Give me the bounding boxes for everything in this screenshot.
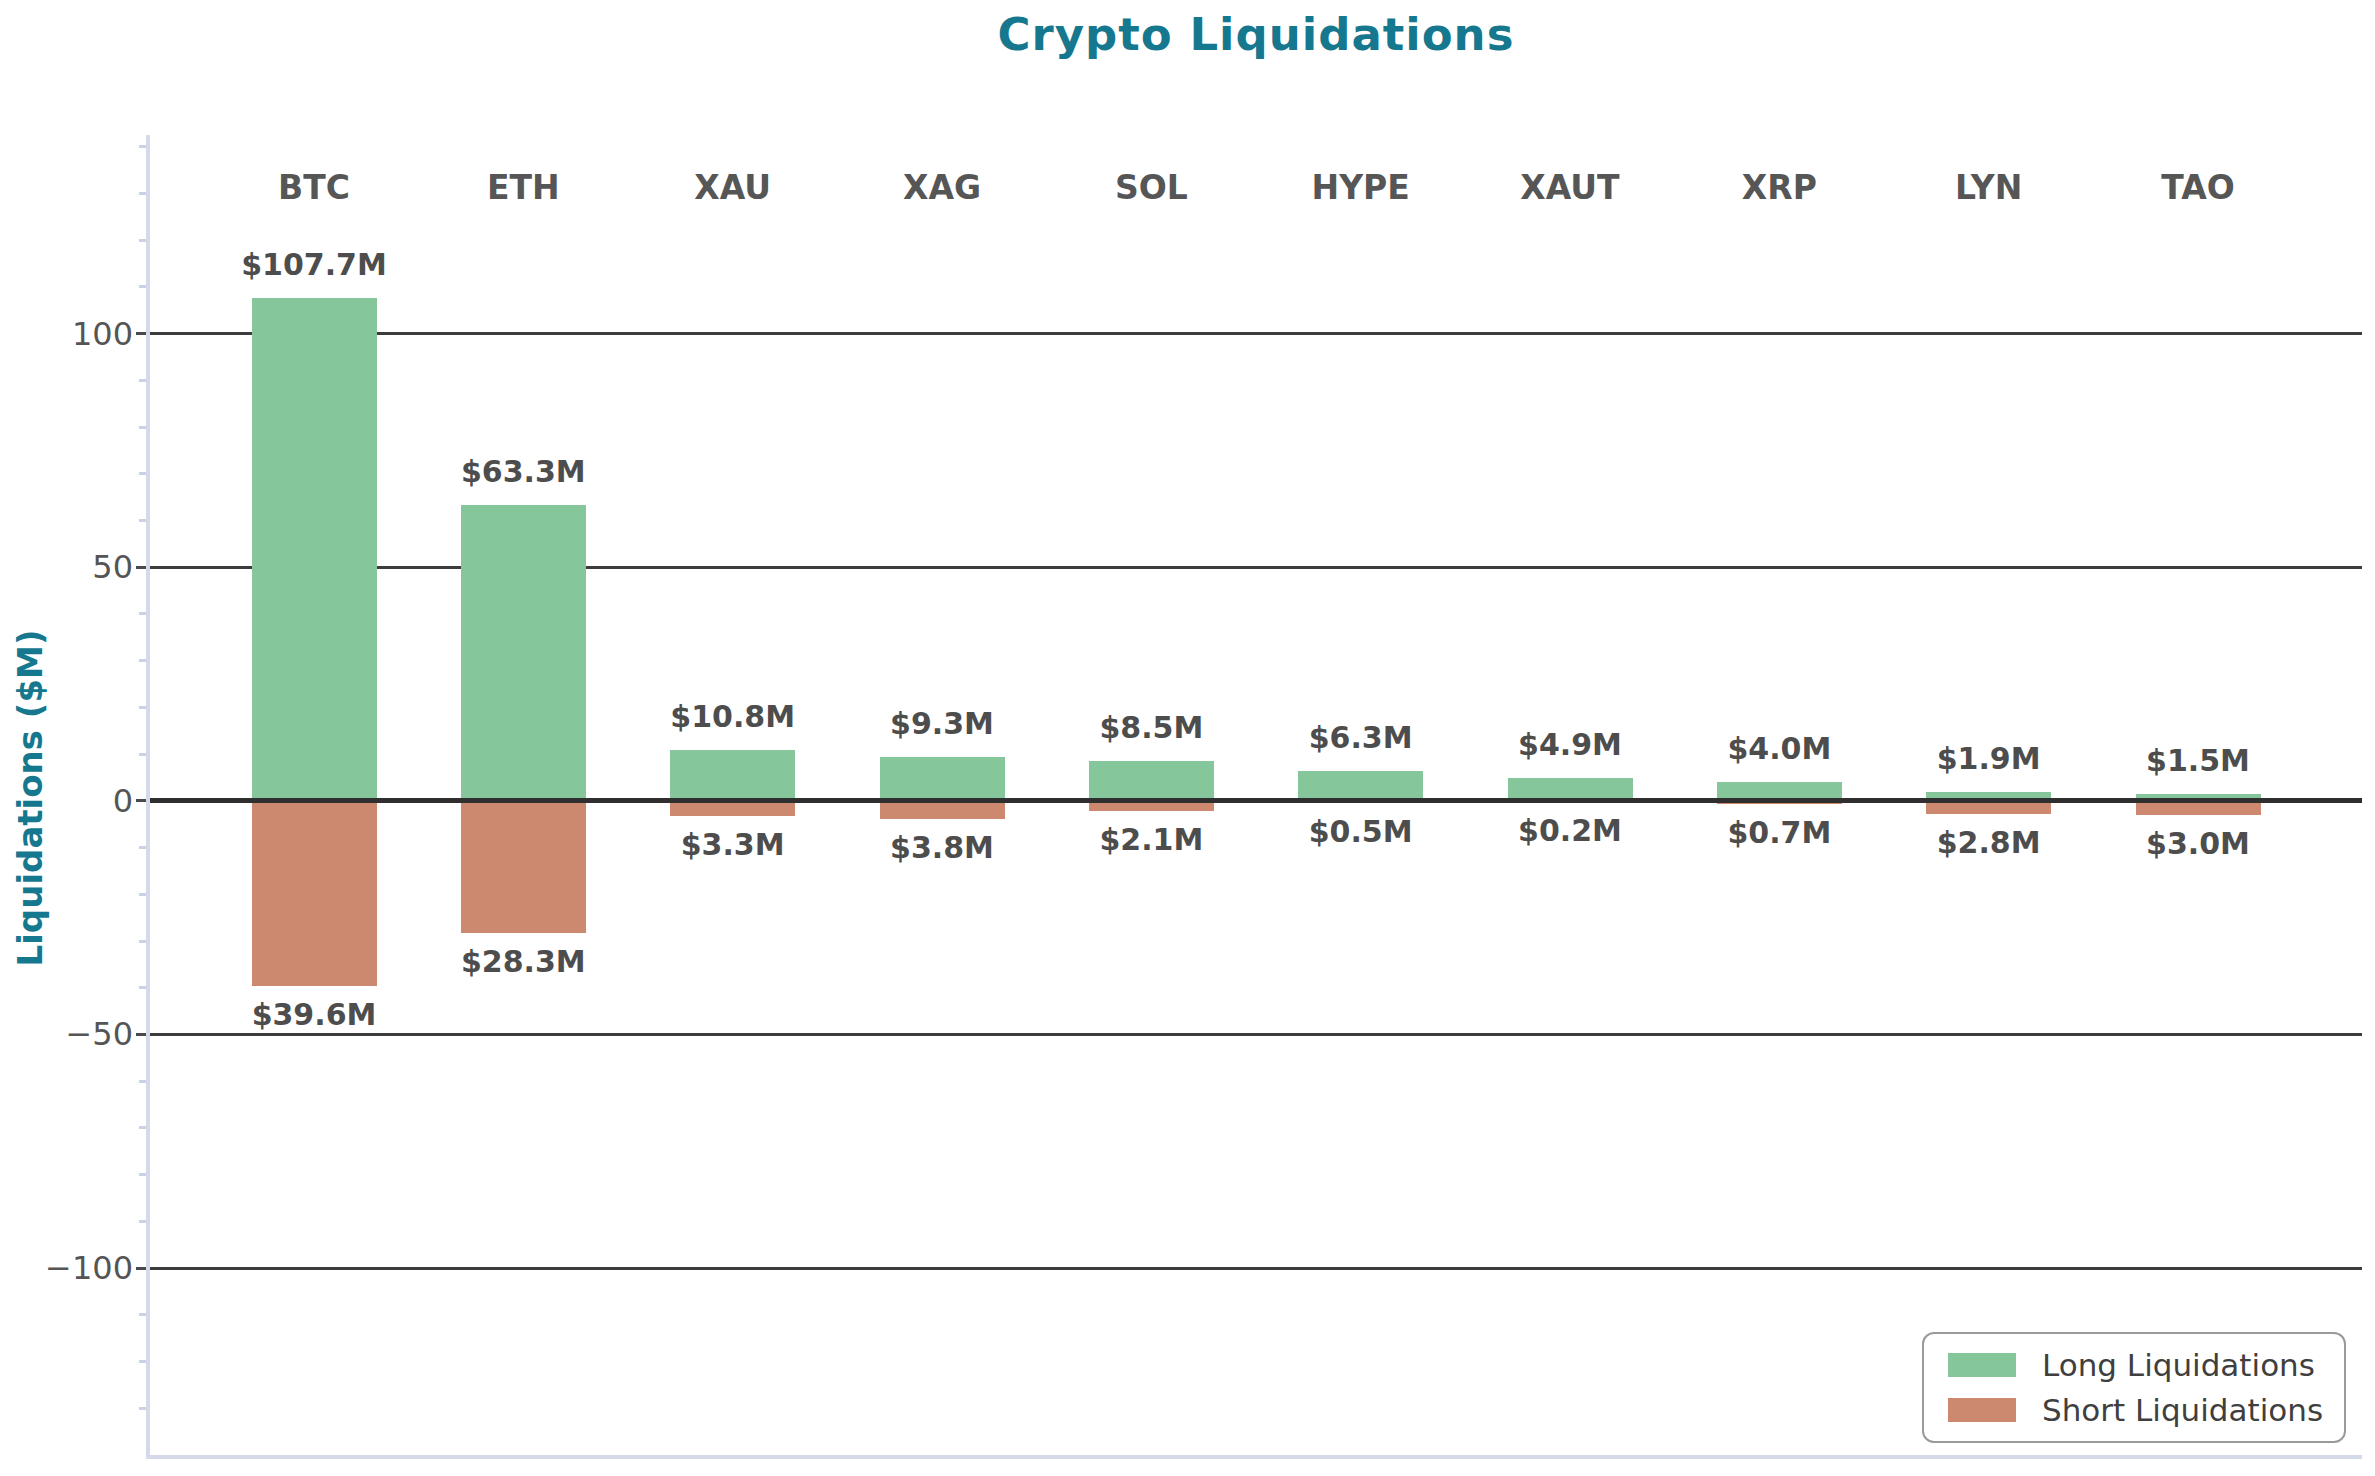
plot-area: 100500−50−100BTC$107.7M$39.6METH$63.3M$2… [150, 135, 2362, 1455]
y-minor-tick-mark [139, 986, 146, 989]
y-minor-tick-mark [139, 426, 146, 429]
category-label: XAG [837, 167, 1047, 209]
x-axis-spine [146, 1455, 2362, 1459]
long-value-label: $63.3M [418, 453, 628, 491]
y-minor-tick-mark [139, 659, 146, 662]
y-minor-tick-mark [139, 1080, 146, 1083]
y-tick-label: 100 [0, 315, 133, 353]
short-bar [252, 801, 377, 986]
category-label: XAU [628, 167, 838, 209]
short-bar [880, 801, 1005, 819]
y-tick-label: −100 [0, 1249, 133, 1287]
y-minor-tick-mark [139, 145, 146, 148]
long-bar [1298, 771, 1423, 800]
gridline [150, 332, 2362, 335]
y-minor-tick-mark [139, 472, 146, 475]
long-liquidations-swatch [1948, 1353, 2016, 1377]
y-minor-tick-mark [139, 753, 146, 756]
short-value-label: $3.0M [2093, 825, 2303, 863]
y-minor-tick-mark [139, 1407, 146, 1410]
y-minor-tick-mark [139, 192, 146, 195]
short-value-label: $3.8M [837, 829, 1047, 867]
short-value-label: $0.5M [1256, 813, 1466, 851]
legend: Long Liquidations Short Liquidations [1922, 1332, 2346, 1443]
category-label: HYPE [1256, 167, 1466, 209]
short-value-label: $39.6M [209, 996, 419, 1034]
y-minor-tick-mark [139, 1173, 146, 1176]
zero-axis-line [150, 798, 2362, 803]
y-minor-tick-mark [139, 1126, 146, 1129]
category-label: ETH [418, 167, 628, 209]
long-value-label: $4.0M [1674, 730, 1884, 768]
y-minor-tick-mark [139, 893, 146, 896]
legend-item-long: Long Liquidations [1948, 1347, 2344, 1383]
y-tick-mark [136, 566, 146, 569]
legend-label-short: Short Liquidations [2042, 1392, 2323, 1428]
long-value-label: $1.5M [2093, 742, 2303, 780]
y-minor-tick-mark [139, 940, 146, 943]
y-minor-tick-mark [139, 519, 146, 522]
gridline [150, 1033, 2362, 1036]
long-value-label: $4.9M [1465, 726, 1675, 764]
long-value-label: $8.5M [1046, 709, 1256, 747]
y-minor-tick-mark [139, 706, 146, 709]
long-value-label: $9.3M [837, 705, 1047, 743]
long-value-label: $1.9M [1884, 740, 2094, 778]
y-tick-mark [136, 799, 146, 802]
category-label: XRP [1674, 167, 1884, 209]
short-liquidations-swatch [1948, 1398, 2016, 1422]
gridline [150, 1267, 2362, 1270]
short-value-label: $3.3M [628, 826, 838, 864]
category-label: SOL [1046, 167, 1256, 209]
long-value-label: $6.3M [1256, 719, 1466, 757]
y-minor-tick-mark [139, 1220, 146, 1223]
short-value-label: $0.2M [1465, 812, 1675, 850]
long-bar [252, 298, 377, 801]
category-label: TAO [2093, 167, 2303, 209]
y-minor-tick-mark [139, 285, 146, 288]
category-label: XAUT [1465, 167, 1675, 209]
y-minor-tick-mark [139, 379, 146, 382]
y-minor-tick-mark [139, 846, 146, 849]
y-minor-tick-mark [139, 1360, 146, 1363]
short-value-label: $2.8M [1884, 824, 2094, 862]
long-bar [461, 505, 586, 801]
short-bar [461, 801, 586, 933]
category-label: BTC [209, 167, 419, 209]
y-tick-mark [136, 1267, 146, 1270]
short-value-label: $28.3M [418, 943, 628, 981]
y-tick-mark [136, 332, 146, 335]
y-tick-label: 50 [0, 548, 133, 586]
y-minor-tick-mark [139, 239, 146, 242]
figure: Crypto Liquidations Liquidations ($M) 10… [0, 0, 2375, 1476]
chart-title: Crypto Liquidations [150, 8, 2362, 61]
y-minor-tick-mark [139, 1313, 146, 1316]
legend-item-short: Short Liquidations [1948, 1392, 2344, 1428]
long-bar [880, 757, 1005, 800]
y-tick-mark [136, 1033, 146, 1036]
long-bar [1089, 761, 1214, 801]
legend-label-long: Long Liquidations [2042, 1347, 2315, 1383]
y-minor-tick-mark [139, 612, 146, 615]
short-value-label: $2.1M [1046, 821, 1256, 859]
long-value-label: $107.7M [209, 246, 419, 284]
y-tick-label: 0 [0, 782, 133, 820]
short-value-label: $0.7M [1674, 814, 1884, 852]
long-value-label: $10.8M [628, 698, 838, 736]
category-label: LYN [1884, 167, 2094, 209]
long-bar [670, 750, 795, 800]
y-tick-label: −50 [0, 1015, 133, 1053]
